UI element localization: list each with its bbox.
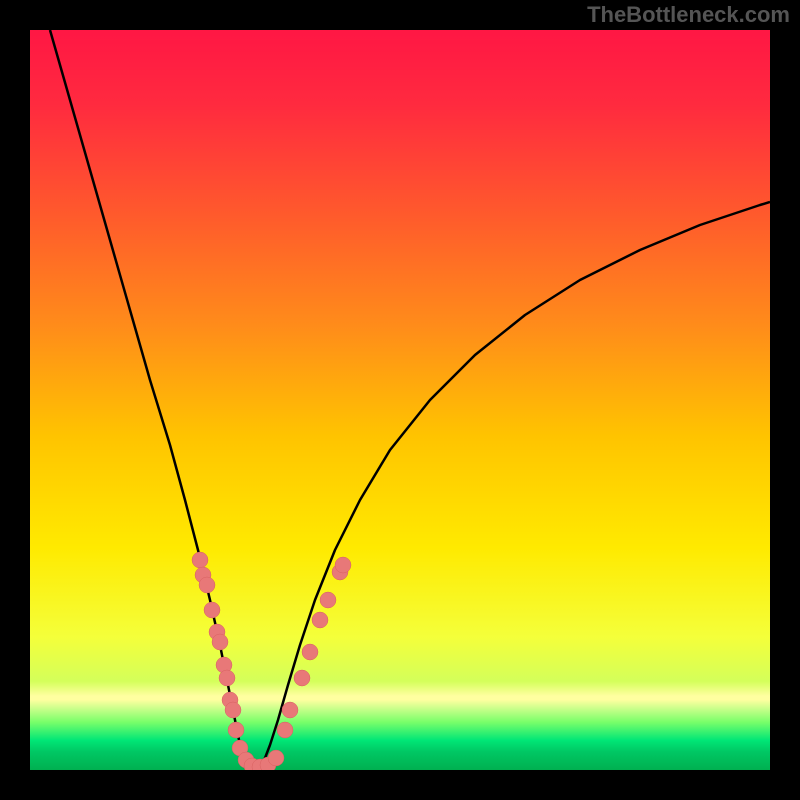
data-marker bbox=[212, 634, 228, 650]
watermark-text: TheBottleneck.com bbox=[587, 2, 790, 28]
data-marker bbox=[199, 577, 215, 593]
data-marker bbox=[302, 644, 318, 660]
data-marker bbox=[282, 702, 298, 718]
data-marker bbox=[204, 602, 220, 618]
data-marker bbox=[312, 612, 328, 628]
bottleneck-curve-chart bbox=[30, 30, 770, 770]
data-marker bbox=[225, 702, 241, 718]
data-marker bbox=[277, 722, 293, 738]
data-marker bbox=[268, 750, 284, 766]
data-marker bbox=[320, 592, 336, 608]
data-marker bbox=[294, 670, 310, 686]
chart-container: TheBottleneck.com bbox=[0, 0, 800, 800]
gradient-background bbox=[30, 30, 770, 770]
plot-area bbox=[30, 30, 770, 770]
data-marker bbox=[335, 557, 351, 573]
data-marker bbox=[219, 670, 235, 686]
data-marker bbox=[192, 552, 208, 568]
data-marker bbox=[228, 722, 244, 738]
